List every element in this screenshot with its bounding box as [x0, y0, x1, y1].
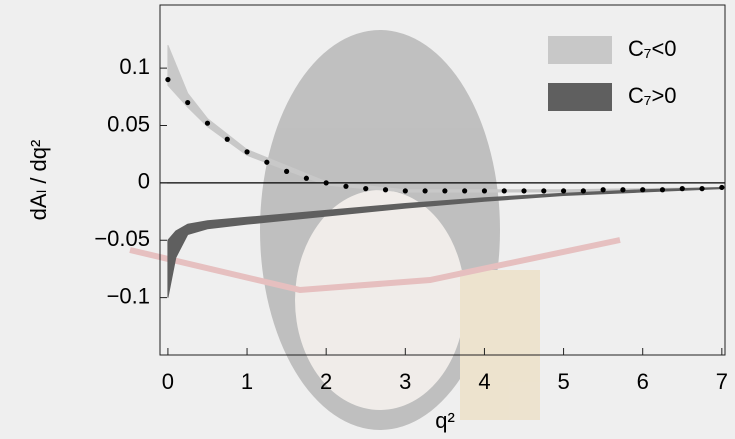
watermark-box [460, 270, 540, 420]
point [581, 188, 586, 193]
y-axis-label: dAₗ / dq² [26, 140, 51, 221]
point [640, 187, 645, 192]
point [680, 186, 685, 191]
y-tick-label: 0 [138, 169, 150, 194]
point [719, 185, 724, 190]
point [244, 149, 249, 154]
point [422, 188, 427, 193]
point [561, 188, 566, 193]
point [521, 188, 526, 193]
point [601, 187, 606, 192]
legend-swatch [548, 36, 612, 64]
point [185, 100, 190, 105]
point [442, 188, 447, 193]
point [462, 188, 467, 193]
x-tick-label: 2 [320, 369, 332, 394]
y-tick-label: 0.05 [107, 111, 150, 136]
point [363, 186, 368, 191]
point [620, 187, 625, 192]
point [205, 121, 210, 126]
point [699, 186, 704, 191]
y-tick-label: −0.05 [94, 226, 150, 251]
y-tick-label: 0.1 [119, 54, 150, 79]
point [541, 188, 546, 193]
point [165, 77, 170, 82]
point [225, 137, 230, 142]
x-tick-label: 3 [399, 369, 411, 394]
point [660, 187, 665, 192]
x-tick-label: 5 [557, 369, 569, 394]
x-tick-label: 4 [478, 369, 490, 394]
x-tick-label: 7 [716, 369, 728, 394]
point [264, 160, 269, 165]
x-axis-label: q² [435, 408, 455, 433]
point [403, 188, 408, 193]
x-tick-label: 6 [637, 369, 649, 394]
x-tick-label: 0 [162, 369, 174, 394]
point [383, 187, 388, 192]
page: dAₗ / dq² q² 0.1 0.05 0 −0.05 −0.1 0 1 2 3 4 5 6 7 C₇… [0, 0, 735, 439]
point [343, 184, 348, 189]
x-tick-label: 1 [241, 369, 253, 394]
point [482, 188, 487, 193]
legend-swatch [548, 83, 612, 111]
legend-label: C₇>0 [628, 83, 677, 108]
point [304, 176, 309, 181]
point [284, 169, 289, 174]
y-tick-label: −0.1 [107, 283, 150, 308]
point [502, 188, 507, 193]
chart: dAₗ / dq² q² 0.1 0.05 0 −0.05 −0.1 0 1 2 3 4 5 6 7 C₇… [0, 0, 735, 439]
legend-label: C₇<0 [628, 36, 677, 61]
